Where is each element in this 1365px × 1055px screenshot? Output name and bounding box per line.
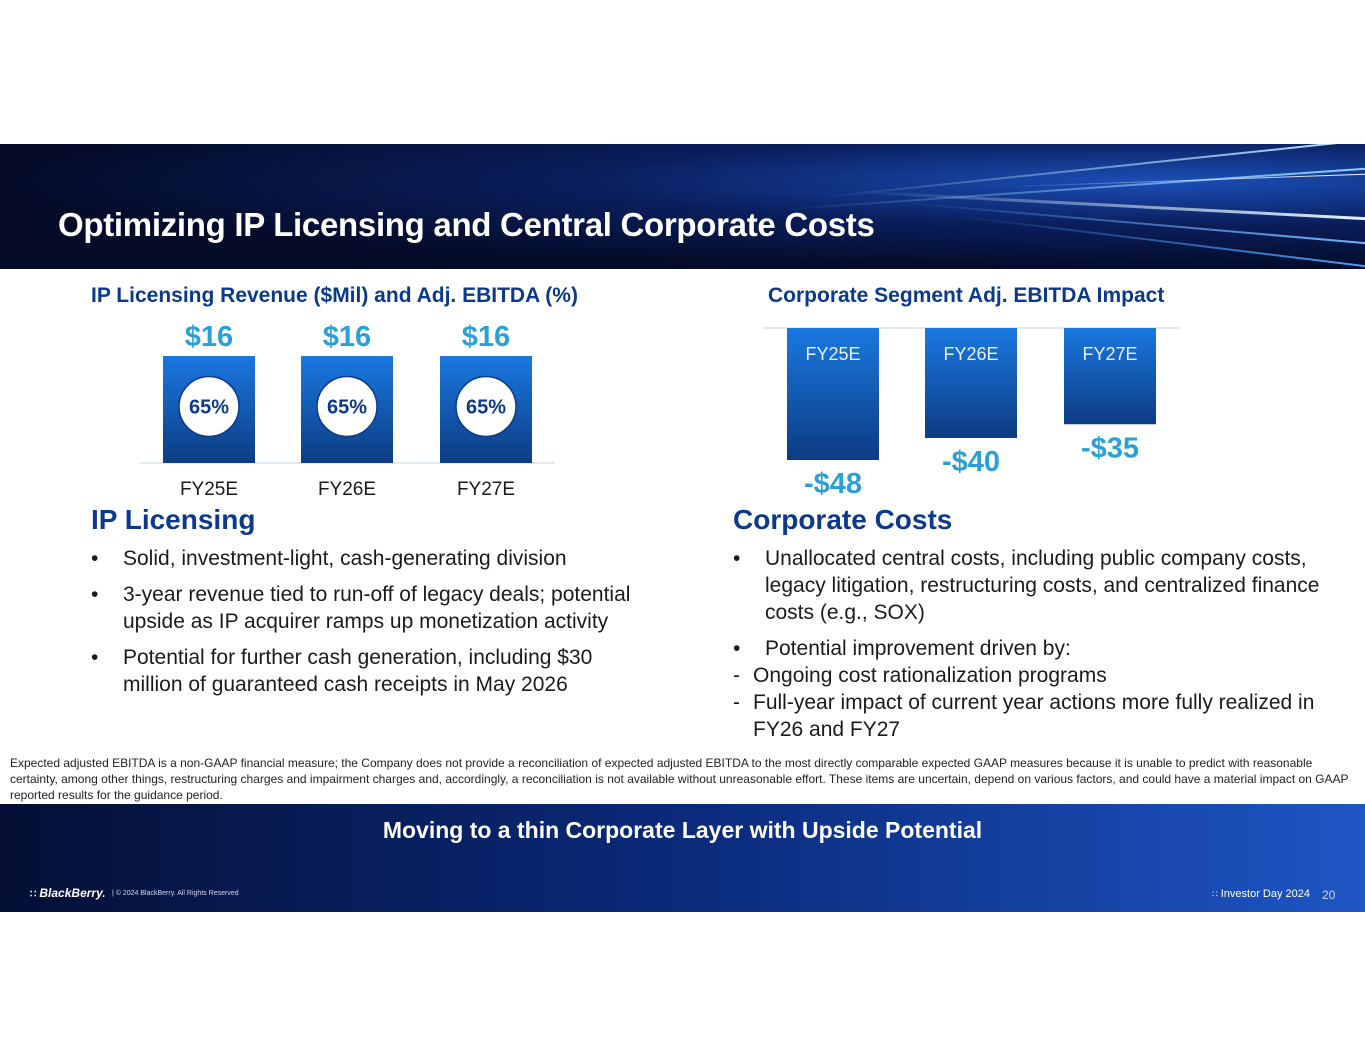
corporate-category-label: FY26E [943,344,998,364]
corporate-costs-bullets: Unallocated central costs, including pub… [733,545,1323,752]
corp-sub-bullet-2: Full-year impact of current year actions… [733,689,1323,743]
event-name: Investor Day 2024 [1220,888,1311,900]
ebitda-margin-circle [316,375,378,438]
ip-category-label: FY27E [457,479,515,500]
ip-licensing-bullets: Solid, investment-light, cash-generating… [91,545,656,707]
slide: Optimizing IP Licensing and Central Corp… [0,144,1365,912]
corporate-category-label: FY25E [805,344,860,364]
blackberry-logo-icon: ∷ [1212,889,1218,899]
corporate-ebitda-value-label: -$48 [804,468,862,500]
corp-bullet-1: Unallocated central costs, including pub… [733,545,1323,626]
event-label: ∷ Investor Day 2024 [1212,888,1310,900]
slide-title: Optimizing IP Licensing and Central Corp… [58,206,875,243]
corporate-ebitda-bar [925,328,1017,438]
corp-sub-bullet-1: Ongoing cost rationalization programs [733,662,1323,689]
ip-bullet-2: 3-year revenue tied to run-off of legacy… [91,581,656,635]
ip-revenue-value-label: $16 [462,321,510,353]
ebitda-margin-label: 65% [327,397,367,419]
copyright: | © 2024 BlackBerry. All Rights Reserved [112,890,239,897]
ebitda-margin-label: 65% [189,397,229,419]
left-chart-title: IP Licensing Revenue ($Mil) and Adj. EBI… [91,284,578,307]
ip-revenue-value-label: $16 [185,321,233,353]
blackberry-brand: ∷ BlackBerry. [30,886,106,900]
ip-licensing-heading: IP Licensing [91,504,256,535]
footer-banner: Moving to a thin Corporate Layer with Up… [0,804,1365,912]
corporate-ebitda-value-label: -$40 [942,446,1000,478]
corp-bullet-2: Potential improvement driven by: Ongoing… [733,635,1323,743]
corporate-ebitda-chart: FY25E -$48 FY26E -$40 FY27E -$35 [763,327,1180,500]
brand-name: BlackBerry. [39,886,106,900]
ip-licensing-chart: $16 65% FY25E $16 65% FY26E $16 65% FY27E [140,321,555,500]
page-number: 20 [1322,888,1336,902]
right-chart-title: Corporate Segment Adj. EBITDA Impact [768,284,1165,307]
corporate-category-label: FY27E [1082,344,1137,364]
corporate-costs-heading: Corporate Costs [733,504,953,535]
footnote: Expected adjusted EBITDA is a non-GAAP f… [10,756,1349,802]
ebitda-margin-label: 65% [466,397,506,419]
ip-category-label: FY26E [318,479,376,500]
ebitda-margin-circle [178,375,240,438]
banner-tagline: Moving to a thin Corporate Layer with Up… [382,817,983,843]
corporate-ebitda-bar [1064,328,1156,425]
corporate-ebitda-bar [787,328,879,460]
corporate-ebitda-value-label: -$35 [1081,432,1139,464]
ebitda-margin-circle [455,375,517,438]
blackberry-logo-icon: ∷ [30,889,37,900]
ip-revenue-value-label: $16 [323,321,371,353]
ip-bullet-3: Potential for further cash generation, i… [91,644,656,698]
ip-bullet-1: Solid, investment-light, cash-generating… [91,545,656,572]
corp-sub-bullets: Ongoing cost rationalization programs Fu… [733,662,1323,743]
corp-bullet-2-text: Potential improvement driven by: [765,637,1071,660]
ip-category-label: FY25E [180,479,238,500]
header-banner: Optimizing IP Licensing and Central Corp… [0,144,1365,269]
